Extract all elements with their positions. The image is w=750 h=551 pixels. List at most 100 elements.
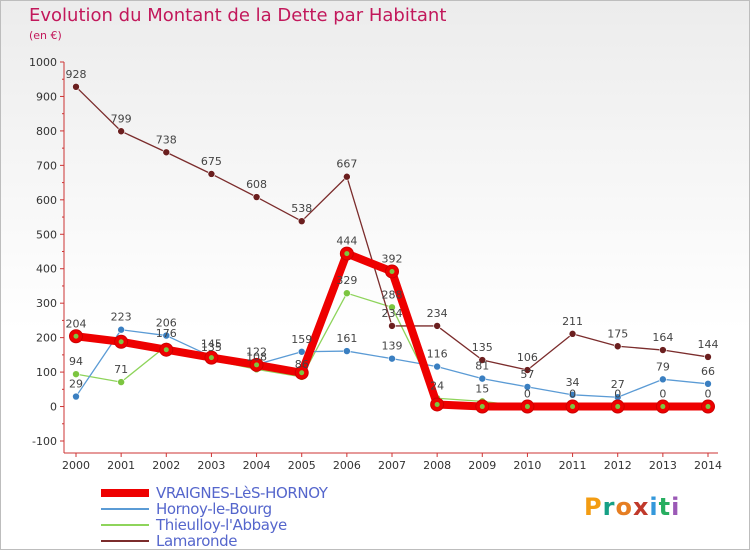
y-tick-label: 700 xyxy=(36,159,57,172)
legend-label: VRAIGNES-LèS-HORNOY xyxy=(156,484,328,502)
data-label-2: 176 xyxy=(156,327,177,340)
series-point-3 xyxy=(72,83,80,91)
data-label-3: 928 xyxy=(66,68,87,81)
data-label-3: 799 xyxy=(111,112,132,125)
logo-letter: i xyxy=(649,493,659,521)
logo-letter: P xyxy=(584,493,603,521)
series-point-3 xyxy=(523,366,532,374)
logo-letter: o xyxy=(615,493,633,521)
legend-swatch xyxy=(101,524,149,526)
y-tick-label: 400 xyxy=(36,263,57,276)
x-tick-label: 2004 xyxy=(243,459,271,472)
series-point-1 xyxy=(568,391,577,399)
data-label-3: 608 xyxy=(246,178,267,191)
series-point-inner-0 xyxy=(524,404,530,410)
data-label-3: 667 xyxy=(336,158,357,171)
x-tick-label: 2014 xyxy=(694,459,722,472)
x-tick-label: 2010 xyxy=(513,459,541,472)
proxiti-logo: Proxiti xyxy=(584,493,680,521)
data-label-2: 288 xyxy=(382,288,403,301)
y-tick-label: 800 xyxy=(36,125,57,138)
data-label-2: 15 xyxy=(475,382,489,395)
series-point-1 xyxy=(659,375,667,384)
data-label-2: 0 xyxy=(659,388,666,401)
x-tick-label: 2013 xyxy=(649,459,677,472)
y-tick-label: 1000 xyxy=(29,56,57,69)
series-point-3 xyxy=(117,127,125,136)
data-label-0: 204 xyxy=(66,317,87,330)
data-label-1: 57 xyxy=(520,368,534,381)
data-label-1: 81 xyxy=(475,360,489,373)
series-point-3 xyxy=(162,148,171,157)
data-label-1: 79 xyxy=(656,360,670,373)
data-label-2: 329 xyxy=(336,274,357,287)
series-point-3 xyxy=(297,217,306,225)
data-label-1: 27 xyxy=(611,378,625,391)
data-label-2: 0 xyxy=(569,388,576,401)
series-point-1 xyxy=(162,331,171,340)
y-tick-label: 200 xyxy=(36,332,57,345)
series-point-2 xyxy=(388,303,396,312)
x-tick-label: 2005 xyxy=(288,459,316,472)
data-label-1: 66 xyxy=(701,365,715,378)
series-point-1 xyxy=(297,347,306,356)
data-label-3: 234 xyxy=(382,307,403,320)
series-point-1 xyxy=(388,354,396,363)
series-point-inner-0 xyxy=(660,404,666,410)
data-label-0: 392 xyxy=(382,252,403,265)
series-point-inner-0 xyxy=(615,404,621,410)
series-point-3 xyxy=(252,193,261,201)
data-label-3: 211 xyxy=(562,315,583,328)
chart-title: Evolution du Montant de la Dette par Hab… xyxy=(29,5,447,26)
series-point-1 xyxy=(343,347,351,355)
series-point-1 xyxy=(72,392,80,401)
series-point-3 xyxy=(568,330,577,338)
data-label-3: 738 xyxy=(156,133,177,146)
series-point-inner-0 xyxy=(118,339,124,345)
series-point-inner-0 xyxy=(254,362,260,368)
series-point-3 xyxy=(207,170,216,178)
logo-letter: t xyxy=(658,493,672,521)
data-label-1: 116 xyxy=(427,348,448,361)
series-point-3 xyxy=(704,353,712,361)
logo-letter: r xyxy=(602,493,616,521)
x-tick-label: 2008 xyxy=(423,459,451,472)
chart-legend: VRAIGNES-LèS-HORNOY Hornoy-le-Bourg Thieul… xyxy=(101,484,481,550)
y-tick-label: -100 xyxy=(32,435,57,448)
data-label-1: 139 xyxy=(382,340,403,353)
x-tick-label: 2002 xyxy=(152,459,180,472)
series-point-inner-0 xyxy=(344,251,350,257)
data-label-1: 29 xyxy=(69,378,83,391)
series-point-inner-0 xyxy=(389,268,395,274)
series-point-1 xyxy=(523,383,532,391)
x-tick-label: 2011 xyxy=(559,459,587,472)
legend-label: Hornoy-le-Bourg xyxy=(156,500,272,518)
data-label-3: 234 xyxy=(427,307,448,320)
data-label-2: 0 xyxy=(524,388,531,401)
data-label-2: 0 xyxy=(705,388,712,401)
series-point-1 xyxy=(433,362,441,371)
x-tick-label: 2012 xyxy=(604,459,632,472)
data-label-2: 135 xyxy=(201,341,222,354)
series-point-inner-0 xyxy=(73,333,79,339)
data-label-3: 135 xyxy=(472,341,493,354)
series-point-1 xyxy=(704,380,712,388)
legend-label: Thieulloy-l'Abbaye xyxy=(156,516,287,534)
data-label-2: 108 xyxy=(246,350,267,363)
y-tick-label: 500 xyxy=(36,228,57,241)
data-label-3: 106 xyxy=(517,351,538,364)
data-label-1: 223 xyxy=(111,311,132,324)
series-point-inner-0 xyxy=(434,401,440,407)
legend-item: Lamaronde xyxy=(101,532,481,550)
legend-swatch xyxy=(101,489,149,497)
data-label-1: 206 xyxy=(156,317,177,330)
y-tick-label: 0 xyxy=(50,401,57,414)
data-label-3: 144 xyxy=(698,338,719,351)
y-tick-label: 900 xyxy=(36,90,57,103)
logo-letter: x xyxy=(632,493,650,521)
logo-letter: i xyxy=(671,493,681,521)
series-point-inner-0 xyxy=(163,347,169,353)
x-tick-label: 2001 xyxy=(107,459,135,472)
